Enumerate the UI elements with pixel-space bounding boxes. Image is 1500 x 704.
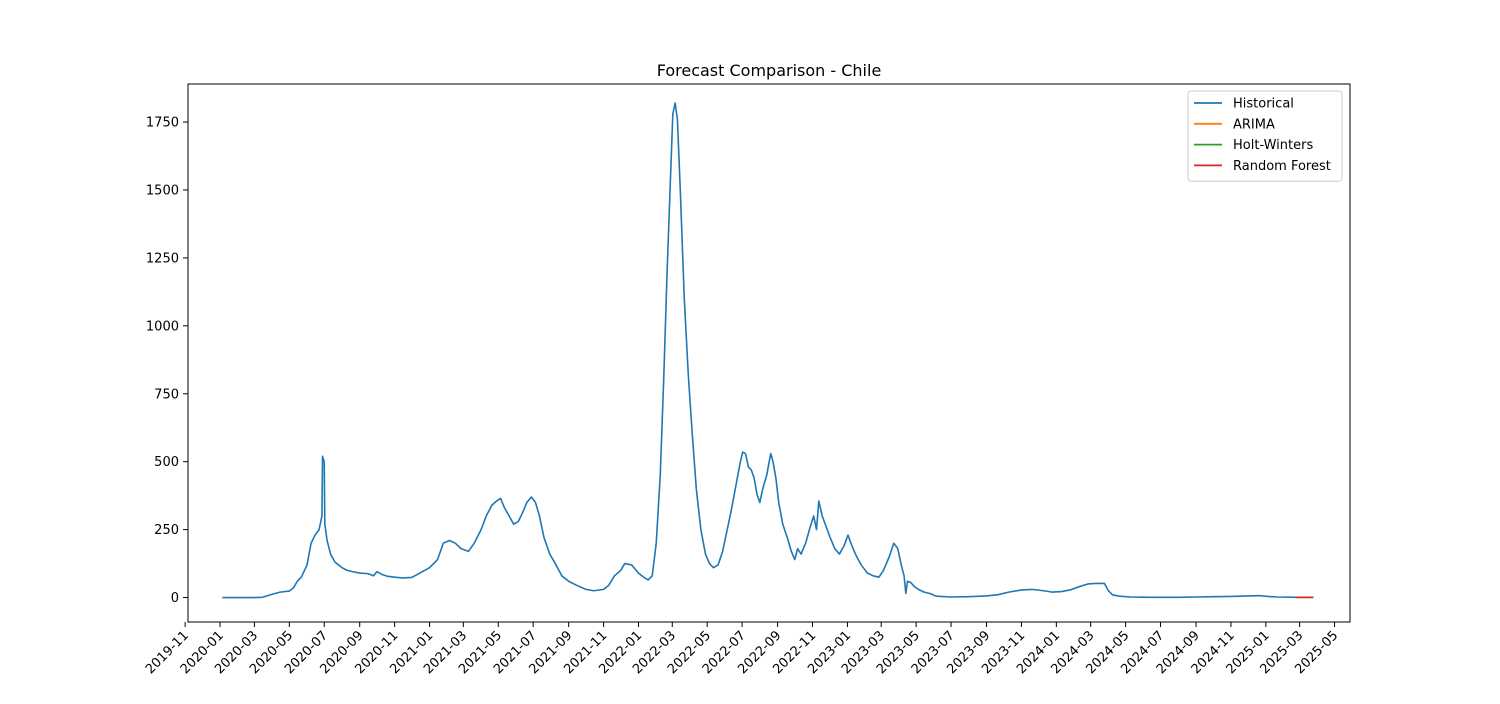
legend-box (1187, 90, 1343, 182)
plot-frame (187, 83, 1351, 623)
legend-label-historical: Historical (1233, 97, 1294, 112)
y-tick-label: 750 (154, 387, 179, 402)
y-axis: 0 250 500 750 1000 1250 1500 1750 (146, 116, 188, 606)
y-tick-label: 1500 (146, 183, 179, 198)
x-axis: 2019-112020-012020-032020-052020-072020-… (143, 622, 1341, 677)
legend-label-holt-winters: Holt-Winters (1233, 138, 1313, 153)
plot-area (222, 102, 1314, 599)
legend: Historical ARIMA Holt-Winters Random Forest (1187, 90, 1343, 182)
y-tick-label: 250 (154, 523, 179, 538)
chart-title: Forecast Comparison - Chile (657, 61, 882, 80)
legend-label-random-forest: Random Forest (1233, 159, 1331, 174)
y-tick-label: 1750 (146, 116, 179, 131)
y-tick-label: 1000 (146, 319, 179, 334)
legend-label-arima: ARIMA (1233, 117, 1275, 132)
y-tick-label: 500 (154, 455, 179, 470)
y-tick-label: 0 (171, 591, 179, 606)
y-tick-label: 1250 (146, 251, 179, 266)
series-line-historical (222, 102, 1297, 599)
